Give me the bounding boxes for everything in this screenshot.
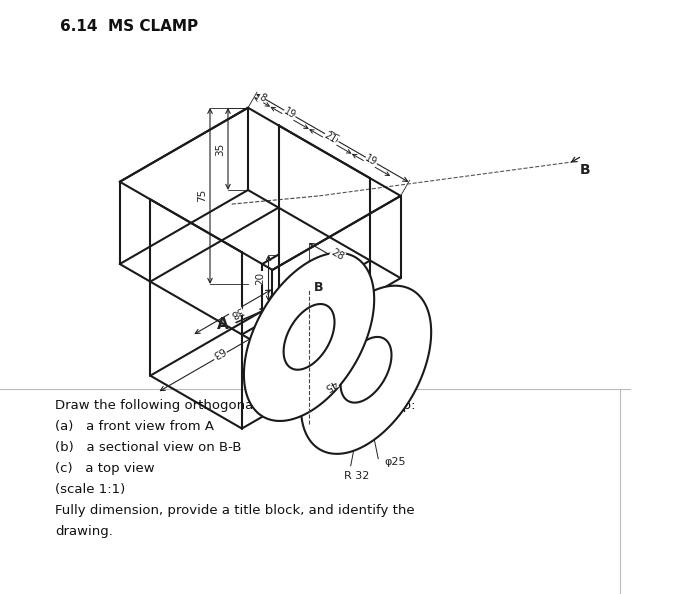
- Text: B: B: [580, 163, 591, 177]
- Polygon shape: [341, 337, 391, 403]
- Polygon shape: [244, 253, 374, 421]
- Polygon shape: [301, 286, 431, 454]
- Text: Fully dimension, provide a title block, and identify the: Fully dimension, provide a title block, …: [55, 504, 414, 517]
- Text: (a)   a front view from A: (a) a front view from A: [55, 420, 214, 433]
- Text: φ25: φ25: [384, 457, 406, 467]
- Text: B: B: [314, 282, 323, 295]
- Text: drawing.: drawing.: [55, 525, 113, 538]
- Text: (c)   a top view: (c) a top view: [55, 462, 155, 475]
- Text: 19: 19: [282, 106, 298, 121]
- Text: 38: 38: [228, 304, 244, 320]
- Text: 21: 21: [323, 130, 338, 145]
- Text: 28: 28: [329, 247, 346, 262]
- Text: Draw the following orthogonal views of the MS clamp:: Draw the following orthogonal views of t…: [55, 399, 416, 412]
- Text: 6.14  MS CLAMP: 6.14 MS CLAMP: [60, 19, 198, 34]
- Text: 75: 75: [324, 130, 341, 146]
- Text: 35: 35: [215, 142, 225, 156]
- Text: A: A: [216, 317, 228, 331]
- Text: 45: 45: [322, 378, 339, 393]
- Text: 20: 20: [256, 271, 265, 285]
- Text: R 32: R 32: [344, 471, 369, 481]
- Text: 19: 19: [363, 153, 379, 168]
- Text: 75: 75: [197, 189, 207, 203]
- Text: 63: 63: [210, 345, 227, 360]
- Text: 8: 8: [257, 92, 267, 104]
- Text: (scale 1:1): (scale 1:1): [55, 483, 125, 496]
- Text: (b)   a sectional view on B-B: (b) a sectional view on B-B: [55, 441, 241, 454]
- Polygon shape: [284, 304, 335, 369]
